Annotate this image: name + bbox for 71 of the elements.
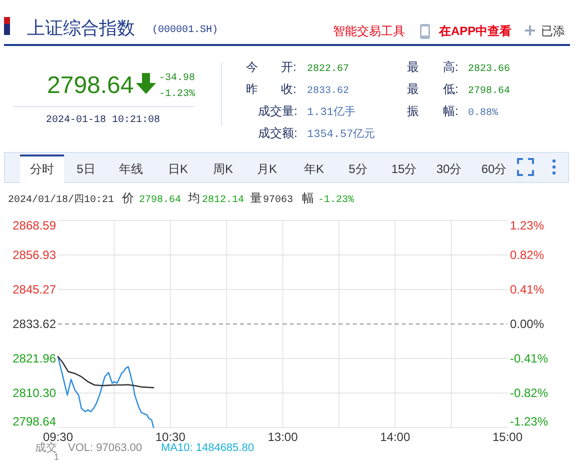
text: 昨 [246,82,258,96]
text: 月K [256,162,278,176]
text: 成交量: [258,104,298,118]
text: 开: [281,60,296,74]
text: 周K [212,162,234,176]
text: 5日 [76,162,96,176]
text: 低: [443,82,458,96]
text: 0.88% [468,108,498,119]
text: 2822.67 [307,64,350,75]
text: 2024/01/18/四10:21 [8,194,114,206]
text: -34.98 [159,73,196,84]
y-tick-label: 2833.62 [12,316,56,331]
text: 2812.14 [202,195,244,206]
text: 收: [281,82,296,96]
y-tick-label: 2856.93 [12,248,56,262]
text: 最 [407,60,419,74]
y-tick-label: 2810.30 [12,386,56,400]
y-tick-label: 2798.64 [12,414,56,428]
text: 1.31亿手 [307,105,356,119]
text: -1.23% [318,195,354,206]
y2-tick-label: 0.00% [510,317,544,331]
text: 最 [407,82,419,96]
text: -1.23% [159,89,196,100]
text: 15分 [391,162,417,176]
x-tick-label: 09:30 [42,430,74,444]
x-tick-label: 13:00 [268,430,298,444]
text: 60分 [481,162,507,176]
text: 幅 [302,191,314,205]
y-tick-label: 2845.27 [12,282,56,297]
text: 日K [168,162,188,176]
text: 智能交易工具 [333,24,405,38]
text: 振 [407,104,419,118]
text: VOL: 97063.00 [68,442,142,454]
text: 1 [54,452,60,461]
text: 2823.66 [468,64,510,75]
y2-tick-label: -0.41% [510,352,548,366]
text: 在APP中查看 [438,24,512,38]
text: 1354.57亿元 [307,128,376,141]
x-tick-label: 10:30 [155,430,186,444]
text: 价 [121,191,134,205]
text: 已添 [541,24,565,38]
text: 幅: [443,104,458,118]
text: MA10: 1484685.80 [161,442,254,454]
y-tick-label: 2821.96 [12,351,56,366]
y-tick-label: 2868.59 [12,218,56,232]
text: 97063 [263,195,294,206]
y2-tick-label: -1.23% [510,414,548,428]
y2-tick-label: 0.41% [510,282,544,296]
text: 30分 [436,162,462,176]
text: 高: [443,60,458,74]
text: 今 [246,60,258,74]
text: 2798.64 [47,72,134,99]
chart-title: 上证综合指数 [27,18,135,38]
text: 年K [304,162,324,176]
text: 2024-01-18 10:21:08 [46,115,160,126]
text: 分时 [30,162,54,176]
text: 2798.64 [468,86,510,97]
chart-subtitle: (000001.SH) [152,24,218,36]
text: 2798.64 [139,195,182,206]
text: 年线 [119,162,143,176]
x-tick-label: 14:00 [380,430,410,444]
text: 成交 [35,441,57,454]
text: 5分 [348,162,368,176]
text: 成交额: [258,126,298,140]
y2-tick-label: 1.23% [510,218,544,232]
y2-tick-label: 0.82% [510,248,544,262]
y2-tick-label: -0.82% [510,386,548,400]
text: 量 [250,191,262,205]
text: 均 [187,191,200,205]
text: 2833.62 [307,86,350,97]
x-tick-label: 15:00 [492,430,523,444]
